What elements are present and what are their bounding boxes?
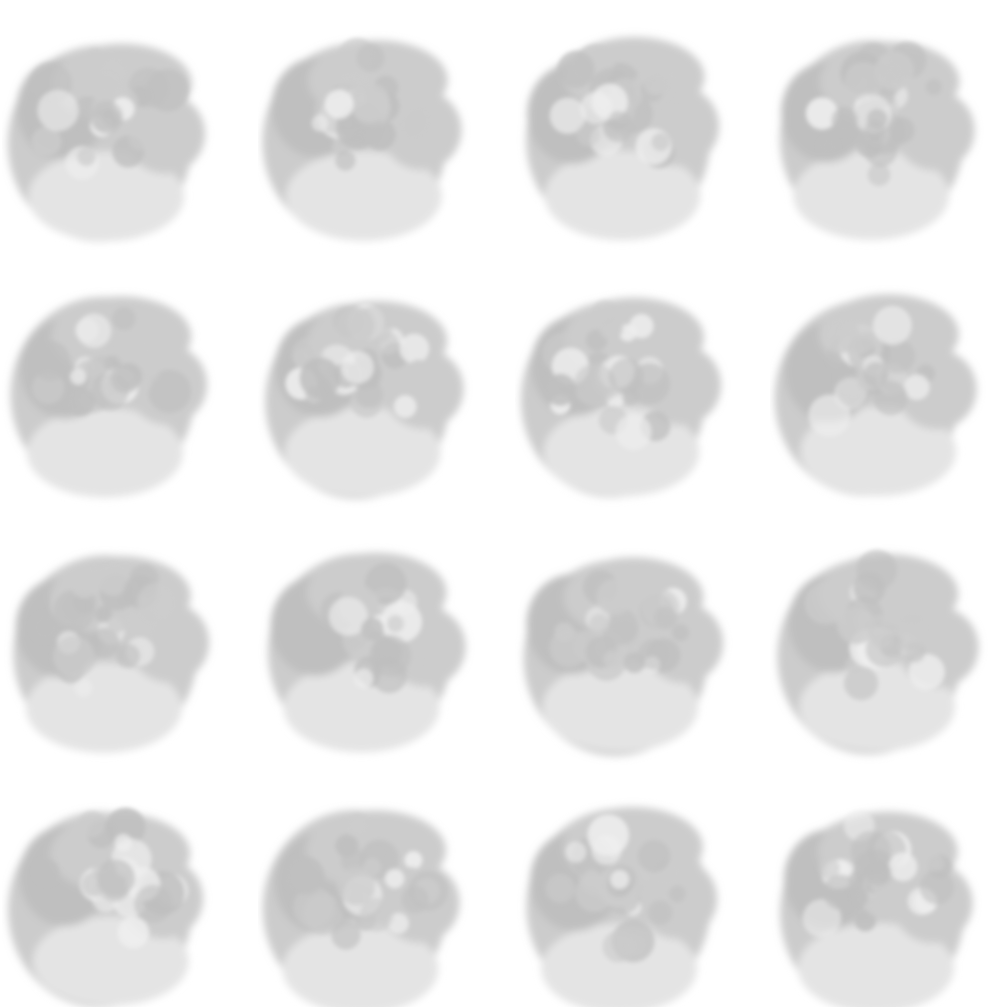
cloud-frame (258, 20, 478, 250)
cloud-image (777, 549, 979, 755)
cloud-image (780, 810, 973, 1007)
cloud-image (262, 37, 462, 241)
cloud-image (520, 297, 722, 498)
cloud-frame (515, 535, 735, 765)
cloud-image (262, 810, 460, 1007)
cloud-frame (258, 278, 478, 508)
cloud-frame (770, 20, 988, 250)
cloud-frame (258, 535, 478, 765)
cloud-frame (515, 790, 735, 1007)
cloud-frame (770, 535, 988, 765)
cloud-frame (770, 278, 988, 508)
cloud-image (523, 557, 724, 757)
cloud-frame (258, 790, 478, 1007)
cloud-frame (2, 20, 222, 250)
cloud-image (526, 36, 720, 241)
cloud-frame (2, 535, 222, 765)
cloud-image (10, 296, 208, 498)
cloud-frame (2, 278, 222, 508)
cloud-image (267, 552, 466, 753)
cloud-image (7, 43, 206, 242)
cloud-frame (2, 790, 222, 1007)
cloud-image (779, 40, 975, 240)
cloud-frame (515, 278, 735, 508)
cloud-image (265, 300, 464, 500)
cloud-frame (770, 790, 988, 1007)
cloud-image (13, 555, 210, 753)
cloud-image (526, 806, 718, 1007)
cloud-frame (515, 20, 735, 250)
cloud-image (8, 807, 204, 1007)
cloud-image (774, 294, 977, 497)
